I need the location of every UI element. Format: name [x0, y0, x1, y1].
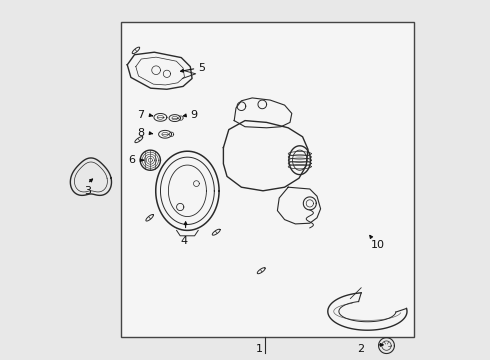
- Text: 10: 10: [371, 240, 385, 250]
- Text: 9: 9: [190, 110, 197, 120]
- Text: 4: 4: [180, 236, 187, 246]
- Text: 3: 3: [84, 186, 91, 196]
- Text: 5: 5: [198, 63, 205, 73]
- Text: 2: 2: [357, 344, 364, 354]
- Text: 6: 6: [128, 155, 135, 165]
- Bar: [121, 22, 414, 337]
- Text: 8: 8: [137, 128, 144, 138]
- Text: 1: 1: [256, 344, 263, 354]
- Text: 7: 7: [137, 110, 144, 120]
